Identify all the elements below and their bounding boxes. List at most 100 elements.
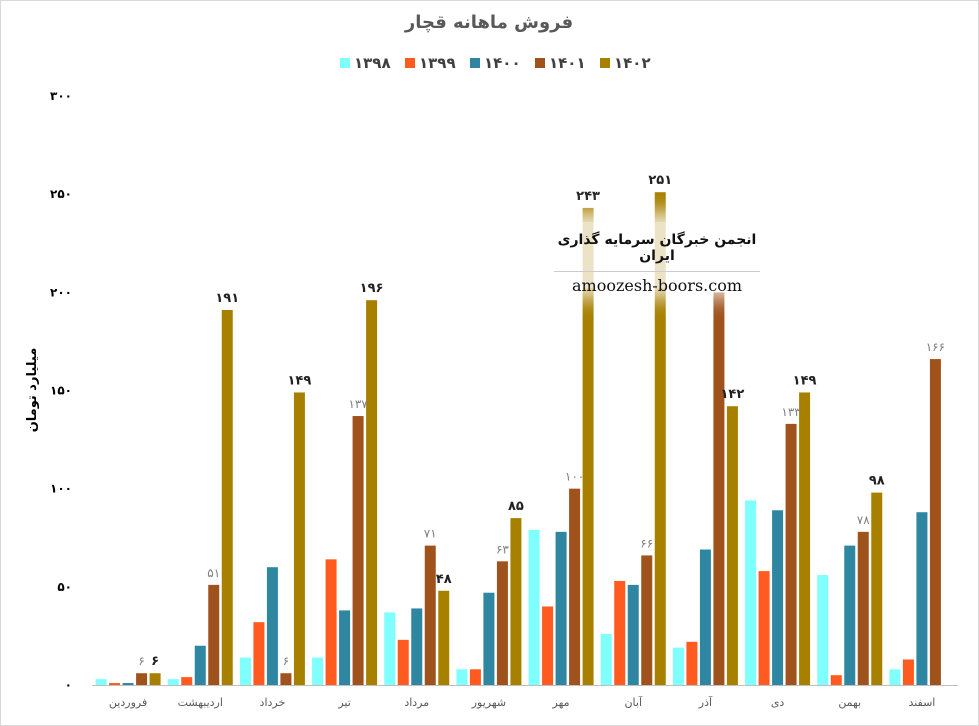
x-tick-label: مهر: [552, 696, 570, 709]
data-label: ۷۸: [857, 513, 870, 527]
bar: [844, 545, 856, 685]
bar: [889, 669, 901, 685]
data-label: ۶: [151, 654, 159, 669]
data-label: ۲۵۱: [648, 173, 672, 188]
bar: [817, 575, 829, 685]
legend: ۱۳۹۸ ۱۳۹۹ ۱۴۰۰ ۱۴۰۱ ۱۴۰۲: [340, 54, 651, 72]
bar: [280, 673, 292, 685]
y-tick-label: ۰: [65, 678, 72, 692]
bar: [167, 679, 179, 685]
bar: [672, 647, 684, 685]
bar: [713, 292, 725, 685]
data-label: ۶۶: [640, 536, 653, 550]
bar: [384, 612, 396, 685]
bar: [916, 512, 928, 685]
bar: [194, 645, 206, 685]
data-label: ۵۱: [207, 566, 220, 580]
bar: [699, 549, 711, 685]
y-tick-label: ۲۵۰: [50, 187, 72, 201]
y-tick-label: ۲۰۰: [50, 285, 72, 299]
bar: [496, 561, 508, 685]
y-axis-ticks: ۰ ۵۰ ۱۰۰ ۱۵۰ ۲۰۰ ۲۵۰ ۳۰۰: [50, 89, 72, 692]
bar: [627, 584, 639, 685]
bar: [758, 571, 770, 685]
bar: [555, 531, 567, 685]
bar: [785, 423, 797, 685]
bar: [239, 657, 251, 685]
data-label: ۶: [138, 654, 144, 668]
bar: [830, 675, 842, 685]
bar: [641, 555, 653, 685]
bar: [528, 529, 540, 685]
bar: [871, 492, 883, 685]
x-tick-label: اردیبهشت: [178, 696, 223, 709]
bar: [772, 510, 784, 685]
data-label: ۹۸: [869, 474, 885, 489]
data-label: ۱۹۶: [360, 281, 384, 296]
bar: [469, 669, 481, 685]
watermark-url: amoozesh-boors.com: [571, 276, 742, 295]
bar: [510, 518, 522, 685]
bar: [149, 673, 161, 685]
data-labels: ۶ ۶۵۱۱۹۱۶۱۴۹۱۳۷۱۹۶۷۱۴۸۶۳۸۵۱۰۰۲۴۳۶۶۲۵۱۱۴۲۱…: [138, 173, 945, 669]
bar: [929, 359, 941, 685]
bar: [483, 592, 495, 685]
bar: [456, 669, 468, 685]
x-tick-label: تیر: [337, 696, 350, 709]
data-label: ۱۴۹: [288, 373, 312, 388]
y-tick-label: ۱۰۰: [50, 482, 72, 496]
legend-label: ۱۴۰۲: [614, 54, 651, 72]
bar: [424, 545, 436, 685]
data-label: ۸۵: [508, 499, 524, 514]
x-tick-label: خرداد: [260, 696, 286, 709]
x-axis-ticks: فروردین اردیبهشت خرداد تیر مرداد شهریور مهر آبا…: [109, 695, 935, 709]
bar: [411, 608, 423, 685]
data-label: ۱۴۲: [721, 387, 745, 402]
bar: [366, 300, 378, 685]
x-tick-label: بهمن: [838, 696, 861, 709]
data-label: ۶: [283, 654, 289, 668]
bar: [208, 584, 220, 685]
bar: [857, 531, 869, 685]
bar: [181, 677, 193, 685]
bar: [600, 633, 612, 685]
bar: [438, 590, 450, 685]
y-tick-label: ۳۰۰: [50, 89, 72, 103]
bar: [799, 392, 811, 685]
bar: [686, 641, 698, 685]
bar: [109, 683, 121, 685]
x-tick-label: اسفند: [908, 696, 935, 709]
bar: [293, 392, 305, 685]
x-tick-label: دی: [771, 696, 785, 709]
x-tick-label: آبان: [624, 695, 642, 709]
bar: [339, 610, 351, 685]
legend-swatch: [470, 58, 480, 68]
y-tick-label: ۱۵۰: [50, 384, 72, 398]
y-tick-label: ۵۰: [57, 580, 72, 594]
data-label: ۱۴۹: [793, 373, 817, 388]
bar: [136, 673, 148, 685]
data-label: ۱۳۳: [781, 405, 801, 419]
bar: [266, 567, 278, 685]
legend-swatch: [600, 58, 610, 68]
x-tick-label: آذر: [698, 695, 713, 709]
bar: [726, 406, 738, 685]
legend-label: ۱۴۰۱: [549, 54, 586, 72]
data-label: ۱۹۱: [215, 291, 239, 306]
bar: [221, 310, 233, 685]
data-label: ۶۳: [496, 542, 509, 556]
watermark-title: انجمن خبرگان سرمایه گذاری ایران: [557, 232, 757, 264]
bar: [95, 679, 107, 685]
data-label: ۴۸: [436, 572, 452, 587]
legend-swatch: [340, 58, 350, 68]
bar: [352, 416, 364, 685]
chart-title: فروش ماهانه قچار: [404, 12, 573, 33]
bar: [902, 659, 914, 685]
bar: [654, 192, 666, 685]
data-label: ۱۶۶: [926, 340, 945, 354]
data-label: ۱۰۰: [565, 470, 584, 484]
x-tick-label: مرداد: [404, 696, 429, 709]
bar: [542, 606, 554, 685]
